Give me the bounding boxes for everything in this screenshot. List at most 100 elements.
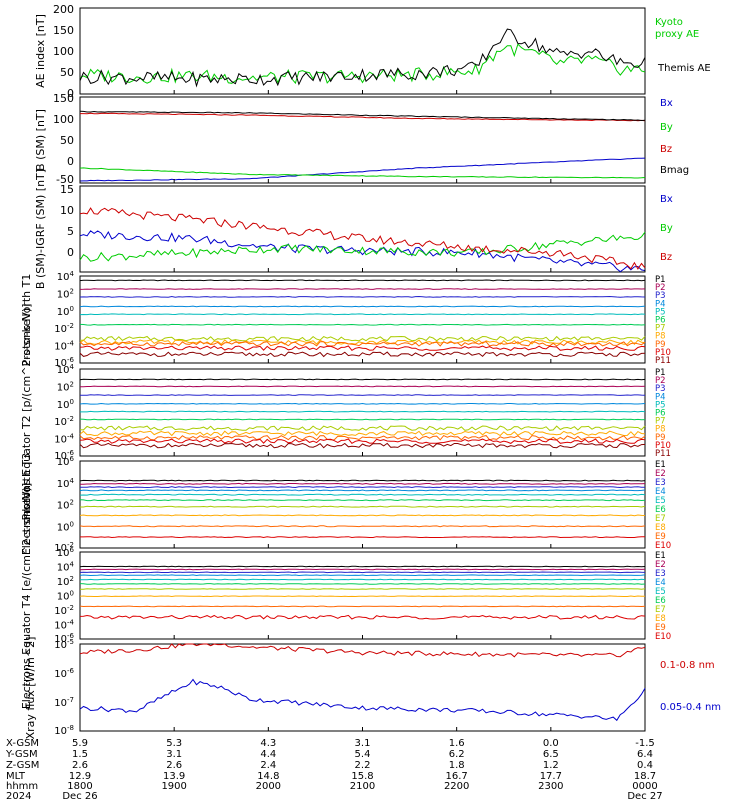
xtable-x-0: 5.9 xyxy=(72,738,88,749)
legend-pn-p8: P8 xyxy=(655,332,666,342)
series-bigrf-bz xyxy=(79,207,646,270)
ytick-bigrf-15: 15 xyxy=(60,183,74,196)
ytick-bsm-150: 150 xyxy=(53,92,74,105)
xtable-y-0: 1.5 xyxy=(72,749,88,760)
series-pe-p4 xyxy=(79,402,646,405)
legend-ee-e10: E10 xyxy=(655,632,671,642)
legend-pe-p7: P7 xyxy=(655,417,666,427)
legend-en-e2: E2 xyxy=(655,469,666,479)
series-ae-kyoto-proxy-ae xyxy=(79,43,646,85)
legend-ee-e1: E1 xyxy=(655,551,666,561)
series-pe-p6 xyxy=(79,418,646,421)
series-pn-p7 xyxy=(80,335,646,342)
xtable-mlt-3: 15.8 xyxy=(351,771,373,782)
legend-pn-p1: P1 xyxy=(655,275,666,285)
ylabel-ae: AE index [nT] xyxy=(34,14,47,88)
xtable-hhmm-6: 0000 xyxy=(632,781,657,792)
legend-en-e8: E8 xyxy=(655,523,666,533)
legend-ee-e6: E6 xyxy=(655,596,666,606)
legend-pe-p11: P11 xyxy=(655,449,671,459)
xtable-x-5: 0.0 xyxy=(543,738,559,749)
legend-pe-p5: P5 xyxy=(655,400,666,410)
ylabel-pe: Protons Equator T2 [p/(cm^2-s-sr-keV)] xyxy=(20,304,33,521)
xtable-z-6: 0.4 xyxy=(637,760,653,771)
ytick-ee-2: 102 xyxy=(57,575,74,588)
series-pn-p5 xyxy=(79,313,646,316)
row-label-ygsm: Y-GSM xyxy=(5,749,38,760)
legend-pn-p6: P6 xyxy=(655,316,666,326)
legend-xray-short: 0.05-0.4 nm xyxy=(660,702,721,713)
xtable-date-6: Dec 27 xyxy=(627,791,662,800)
xtable-mlt-5: 17.7 xyxy=(540,771,562,782)
ytick-pn-3: 10-2 xyxy=(54,322,74,335)
panel-ee-frame xyxy=(79,551,646,640)
series-xray-0-1-0-8-nm xyxy=(79,643,646,658)
series-ee-e3 xyxy=(79,571,646,574)
ytick-en-4: 10-2 xyxy=(54,541,74,554)
ytick-ee-1: 104 xyxy=(57,561,75,574)
legend-bigrf-by: By xyxy=(660,223,673,234)
xtable-x-2: 4.3 xyxy=(260,738,276,749)
series-ee-e5 xyxy=(79,578,646,581)
ylabel-en: Electrons North T3 xyxy=(20,453,33,555)
series-pe-p1 xyxy=(79,378,646,381)
legend-bsm-by: By xyxy=(660,122,673,133)
ytick-bigrf-0: 0 xyxy=(67,246,74,259)
series-en-e4 xyxy=(79,489,646,492)
series-en-e8 xyxy=(79,514,646,517)
ytick-bigrf-10: 10 xyxy=(60,204,74,217)
legend-pe-p1: P1 xyxy=(655,368,666,378)
series-en-e2 xyxy=(80,482,646,485)
xtable-hhmm-4: 2200 xyxy=(444,781,469,792)
ytick-bsm-50: 50 xyxy=(60,134,74,147)
xtable-y-6: 6.4 xyxy=(637,749,653,760)
xtable-hhmm-5: 2300 xyxy=(538,781,563,792)
ytick-ae-100: 100 xyxy=(53,45,74,58)
xtable-hhmm-2: 2000 xyxy=(256,781,281,792)
legend-ee-e7: E7 xyxy=(655,605,666,615)
legend-ee-e5: E5 xyxy=(655,587,666,597)
xtable-x-6: -1.5 xyxy=(635,738,655,749)
series-bigrf-by xyxy=(79,231,646,262)
xtable-x-3: 3.1 xyxy=(355,738,371,749)
ytick-bsm-m50: -50 xyxy=(56,173,74,186)
xtable-y-5: 6.5 xyxy=(543,749,559,760)
series-pe-p7 xyxy=(79,425,646,431)
ylabel-bigrf: B (SM)-IGRF (SM) [nT] xyxy=(34,169,47,289)
row-label-hhmm: hhmm xyxy=(6,781,38,792)
legend-xray-long: 0.1-0.8 nm xyxy=(660,660,715,671)
series-ee-e7 xyxy=(80,588,646,590)
legend-pe-p4: P4 xyxy=(655,392,666,402)
series-en-e10 xyxy=(80,536,645,539)
ytick-ee-5: 10-4 xyxy=(54,619,74,632)
panel-bigrf-frame xyxy=(79,185,646,273)
legend-pn-p9: P9 xyxy=(655,340,666,350)
row-label-zgsm: Z-GSM xyxy=(6,760,39,771)
legend-bigrf-bz: Bz xyxy=(660,252,672,263)
series-en-e9 xyxy=(79,525,646,528)
series-en-e6 xyxy=(79,499,646,502)
series-bsm-bz xyxy=(80,112,646,122)
ytick-xray-3: 10-8 xyxy=(54,724,74,737)
series-pe-p2 xyxy=(80,385,646,388)
series-pn-p9 xyxy=(79,341,646,347)
series-en-e5 xyxy=(79,493,646,496)
series-bsm-by xyxy=(79,167,646,179)
ytick-ee-3: 100 xyxy=(57,590,74,603)
legend-pn-p3: P3 xyxy=(655,291,666,301)
series-bigrf-bx xyxy=(79,230,646,273)
ylabel-pn: Protons North T1 xyxy=(20,274,33,367)
series-pn-p4 xyxy=(79,305,646,308)
legend-en-e10: E10 xyxy=(655,541,671,551)
legend-pe-p6: P6 xyxy=(655,409,666,419)
legend-en-e7: E7 xyxy=(655,514,666,524)
series-pe-p9 xyxy=(79,434,646,441)
series-pe-p8 xyxy=(79,430,646,437)
legend-en-e1: E1 xyxy=(655,460,666,470)
ytick-pe-1: 102 xyxy=(57,380,74,393)
ylabel-xray: Xray flux [W/m^2] xyxy=(24,637,37,740)
ytick-en-2: 102 xyxy=(57,499,74,512)
ytick-ae-50: 50 xyxy=(60,66,74,79)
